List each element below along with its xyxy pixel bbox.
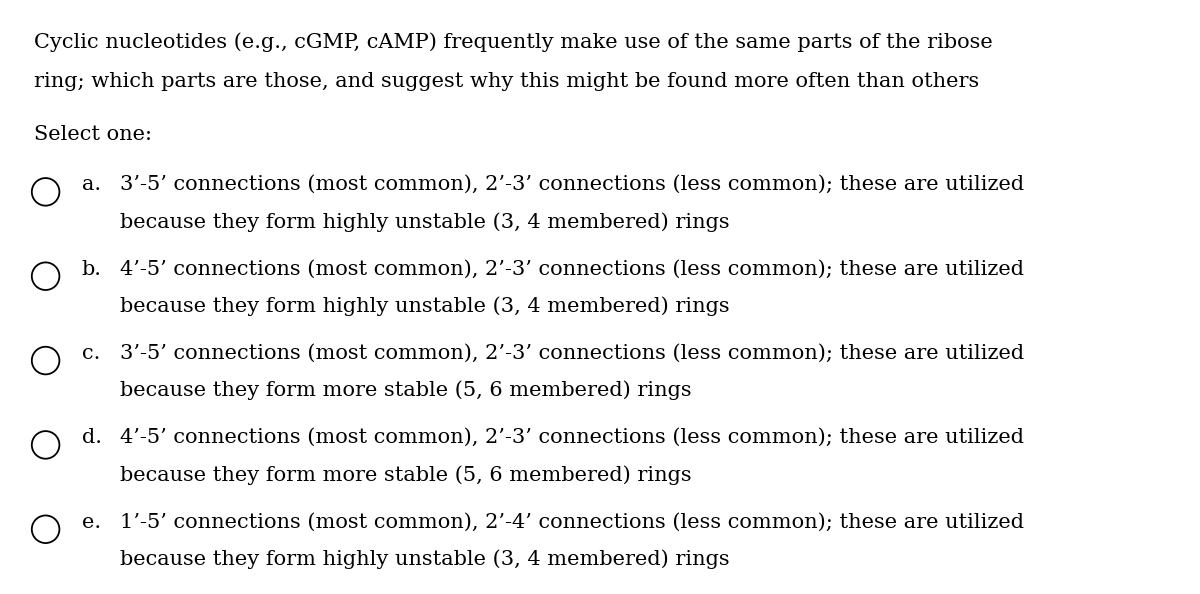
Text: d.: d. [82,428,102,447]
Text: b.: b. [82,260,102,279]
Text: because they form more stable (5, 6 membered) rings: because they form more stable (5, 6 memb… [120,465,691,485]
Text: Select one:: Select one: [34,125,151,144]
Text: Cyclic nucleotides (e.g., cGMP, cAMP) frequently make use of the same parts of t: Cyclic nucleotides (e.g., cGMP, cAMP) fr… [34,33,992,52]
Text: 3’-5’ connections (most common), 2’-3’ connections (less common); these are util: 3’-5’ connections (most common), 2’-3’ c… [120,344,1024,363]
Text: because they form highly unstable (3, 4 membered) rings: because they form highly unstable (3, 4 … [120,549,730,569]
Text: ring; which parts are those, and suggest why this might be found more often than: ring; which parts are those, and suggest… [34,72,979,91]
Text: e.: e. [82,513,101,532]
Text: 4’-5’ connections (most common), 2’-3’ connections (less common); these are util: 4’-5’ connections (most common), 2’-3’ c… [120,428,1024,447]
Text: because they form highly unstable (3, 4 membered) rings: because they form highly unstable (3, 4 … [120,296,730,316]
Text: 1’-5’ connections (most common), 2’-4’ connections (less common); these are util: 1’-5’ connections (most common), 2’-4’ c… [120,513,1024,532]
Text: a.: a. [82,175,101,194]
Text: c.: c. [82,344,100,363]
Text: 3’-5’ connections (most common), 2’-3’ connections (less common); these are util: 3’-5’ connections (most common), 2’-3’ c… [120,175,1024,194]
Text: because they form more stable (5, 6 membered) rings: because they form more stable (5, 6 memb… [120,381,691,400]
Text: 4’-5’ connections (most common), 2’-3’ connections (less common); these are util: 4’-5’ connections (most common), 2’-3’ c… [120,260,1024,279]
Text: because they form highly unstable (3, 4 membered) rings: because they form highly unstable (3, 4 … [120,212,730,232]
